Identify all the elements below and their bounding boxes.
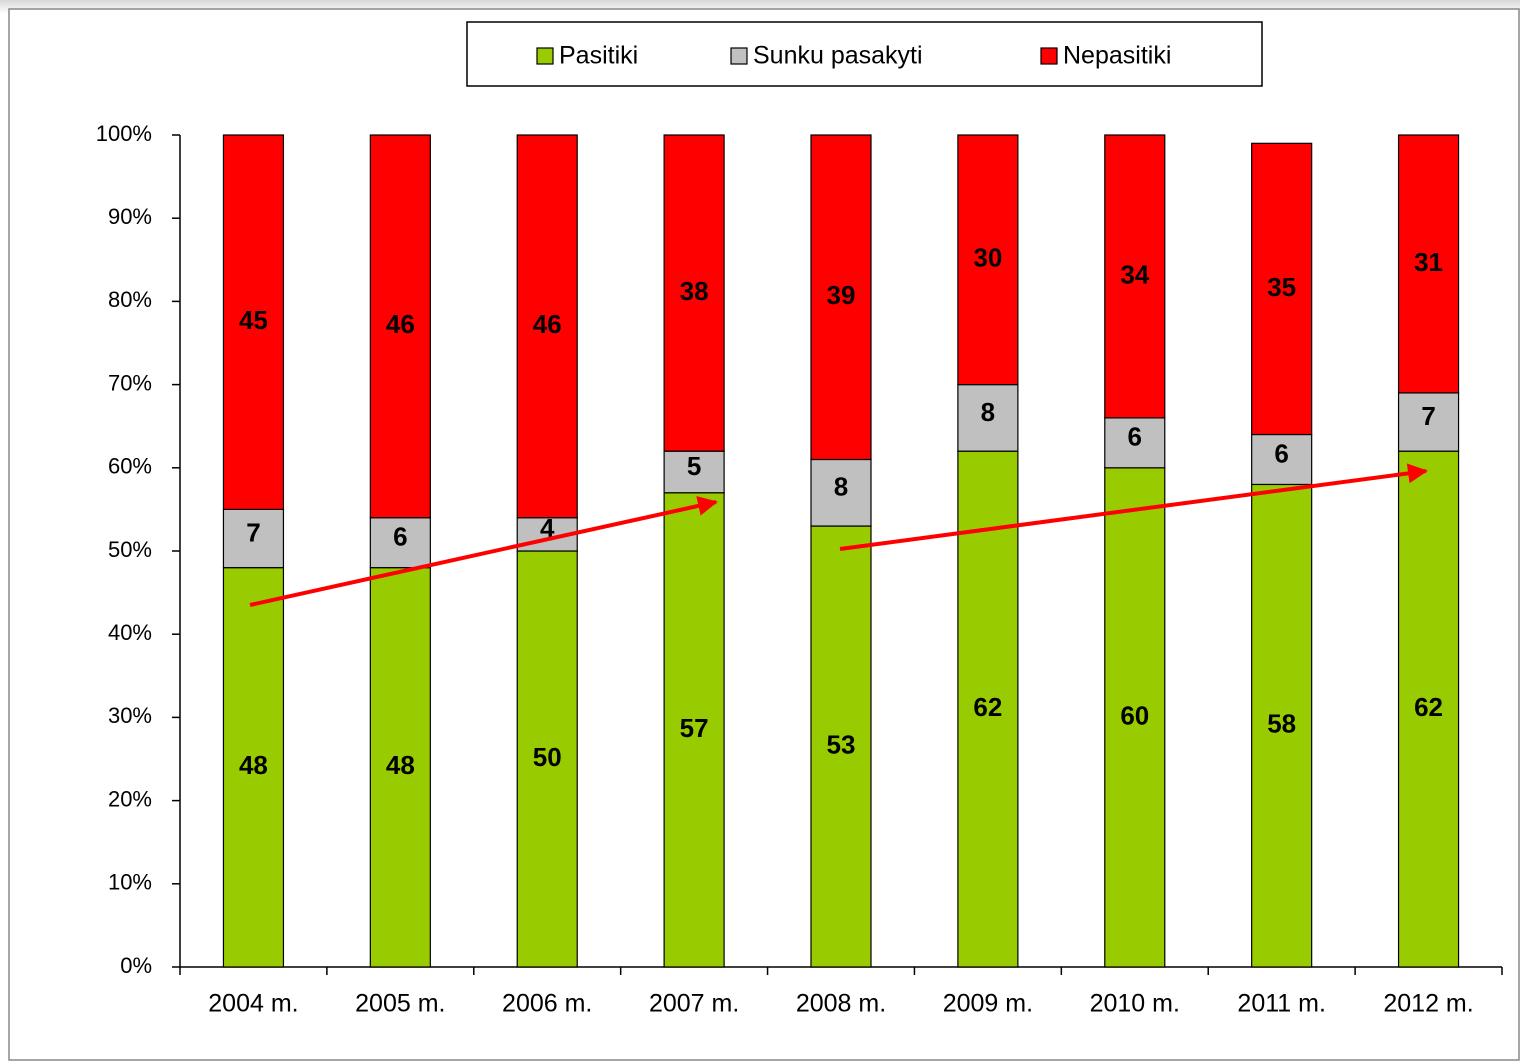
x-tick-label: 2009 m. [943, 990, 1033, 1018]
value-label: 45 [239, 305, 268, 335]
bar-segment [957, 134, 1019, 386]
bar-segment [222, 134, 285, 510]
value-label: 34 [1120, 259, 1149, 289]
value-label: 6 [1128, 422, 1142, 452]
bar-segment [369, 567, 431, 968]
bar-segment [1397, 450, 1460, 968]
value-label: 6 [1274, 438, 1288, 468]
y-tick-label: 20% [108, 786, 152, 811]
bar-segment [1251, 142, 1313, 436]
legend-swatch [1040, 47, 1058, 65]
y-tick-label: 10% [108, 870, 152, 895]
bar-segment [1251, 483, 1313, 968]
value-label: 62 [973, 692, 1002, 722]
value-label: 57 [680, 713, 709, 743]
legend-label: Sunku pasakyti [753, 42, 923, 70]
value-label: 30 [973, 243, 1002, 273]
y-tick-label: 100% [96, 121, 152, 146]
y-tick-label: 80% [108, 287, 152, 312]
bar-segment [1104, 134, 1166, 419]
value-label: 31 [1414, 247, 1443, 277]
legend-swatch [536, 47, 554, 65]
x-tick-label: 2012 m. [1383, 990, 1473, 1018]
bar-segment [222, 567, 285, 968]
value-label: 53 [827, 729, 856, 759]
trend-arrow [839, 463, 1428, 551]
bar-segment [663, 492, 725, 968]
bar-segment [810, 134, 872, 461]
legend-swatch [730, 47, 748, 65]
value-label: 60 [1120, 700, 1149, 730]
plot: 0% 10% 20% 30% 40% 50% 60% 70% 80% 90% 100% 2004 m.… [96, 42, 1503, 1018]
bar-segment [369, 134, 431, 519]
bar-segment [1251, 433, 1313, 486]
y-tick-label: 60% [108, 454, 152, 479]
value-label: 39 [827, 280, 856, 310]
value-label: 4 [540, 513, 555, 543]
value-label: 35 [1267, 272, 1296, 302]
y-tick-label: 50% [108, 537, 152, 562]
bar-segment [222, 508, 285, 569]
y-tick-label: 40% [108, 620, 152, 645]
value-label: 7 [1421, 401, 1435, 431]
value-label: 48 [386, 750, 415, 780]
value-label: 8 [834, 472, 848, 502]
value-label: 50 [533, 742, 562, 772]
bar-segment [957, 450, 1019, 968]
x-tick-label: 2006 m. [502, 990, 592, 1018]
y-tick-label: 30% [108, 703, 152, 728]
y-tick-label: 90% [108, 204, 152, 229]
x-tick-label: 2004 m. [208, 990, 298, 1018]
value-label: 6 [393, 522, 407, 552]
bar-segment [663, 134, 725, 452]
y-tick-label: 0% [120, 953, 152, 978]
bar-segment [663, 450, 725, 494]
y-tick-label: 70% [108, 370, 152, 395]
trend-arrow [249, 496, 718, 607]
bar-segment [1104, 467, 1166, 968]
bar-segment [516, 550, 578, 968]
legend-label: Nepasitiki [1063, 42, 1171, 70]
bar-segment [810, 458, 872, 527]
value-label: 62 [1414, 692, 1443, 722]
x-tick-label: 2005 m. [355, 990, 445, 1018]
value-label: 7 [246, 517, 260, 547]
bar-segment [1397, 134, 1460, 394]
value-label: 46 [533, 309, 562, 339]
legend-box [466, 21, 1263, 87]
value-label: 48 [239, 750, 268, 780]
legend-label: Pasitiki [559, 42, 638, 70]
bar-segment [369, 517, 431, 569]
value-label: 58 [1267, 709, 1296, 739]
value-label: 38 [680, 276, 709, 306]
x-tick-label: 2008 m. [796, 990, 886, 1018]
bar-segment [1104, 417, 1166, 469]
x-tick-label: 2011 m. [1237, 990, 1325, 1018]
x-tick-label: 2010 m. [1090, 990, 1180, 1018]
x-tick-label: 2007 m. [649, 990, 739, 1018]
value-label: 46 [386, 309, 415, 339]
bar-segment [516, 134, 578, 519]
bar-segment [810, 525, 872, 968]
value-label: 8 [981, 397, 995, 427]
value-label: 5 [687, 451, 701, 481]
